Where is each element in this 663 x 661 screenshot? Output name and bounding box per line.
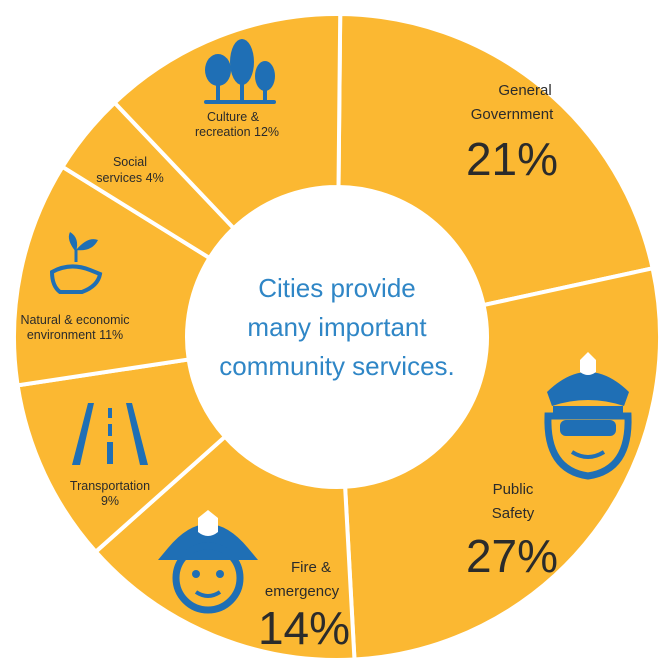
slice-value-fire-emergency: 14%: [258, 602, 350, 654]
slice-general-government: [336, 11, 655, 308]
slice-value-public-safety: 27%: [466, 530, 558, 582]
slice-label-social-services-2: services 4%: [96, 171, 163, 185]
slice-label-natural-environment-1: Natural & economic: [20, 313, 129, 327]
center-text-line-2: many important: [247, 312, 427, 342]
slice-label-public-safety-1: Public: [493, 481, 534, 498]
slice-label-general-government-1: General: [498, 82, 551, 99]
center-text-line-1: Cities provide: [258, 273, 416, 303]
trees-icon: [204, 39, 276, 104]
police-officer-icon: [544, 352, 632, 480]
slice-label-culture-recreation-1: Culture &: [207, 110, 260, 124]
slice-label-transportation-1: Transportation: [70, 479, 150, 493]
road-icon: [72, 403, 148, 465]
slice-natural-environment: [12, 164, 213, 388]
slice-label-natural-environment-2: environment 11%: [27, 328, 123, 342]
hand-sprout-icon: [49, 232, 103, 294]
slice-label-social-services-1: Social: [113, 155, 147, 169]
firefighter-icon: [158, 510, 258, 614]
slice-label-general-government-2: Government: [471, 106, 554, 123]
slice-label-fire-emergency-1: Fire &: [291, 559, 331, 576]
center-text-line-3: community services.: [219, 351, 455, 381]
slice-label-fire-emergency-2: emergency: [265, 583, 340, 600]
slice-label-public-safety-2: Safety: [492, 505, 535, 522]
slice-label-culture-recreation-2: recreation 12%: [195, 125, 279, 139]
slice-culture-recreation: [111, 12, 343, 232]
slice-label-transportation-2: 9%: [101, 494, 119, 508]
slice-value-general-government: 21%: [466, 133, 558, 185]
